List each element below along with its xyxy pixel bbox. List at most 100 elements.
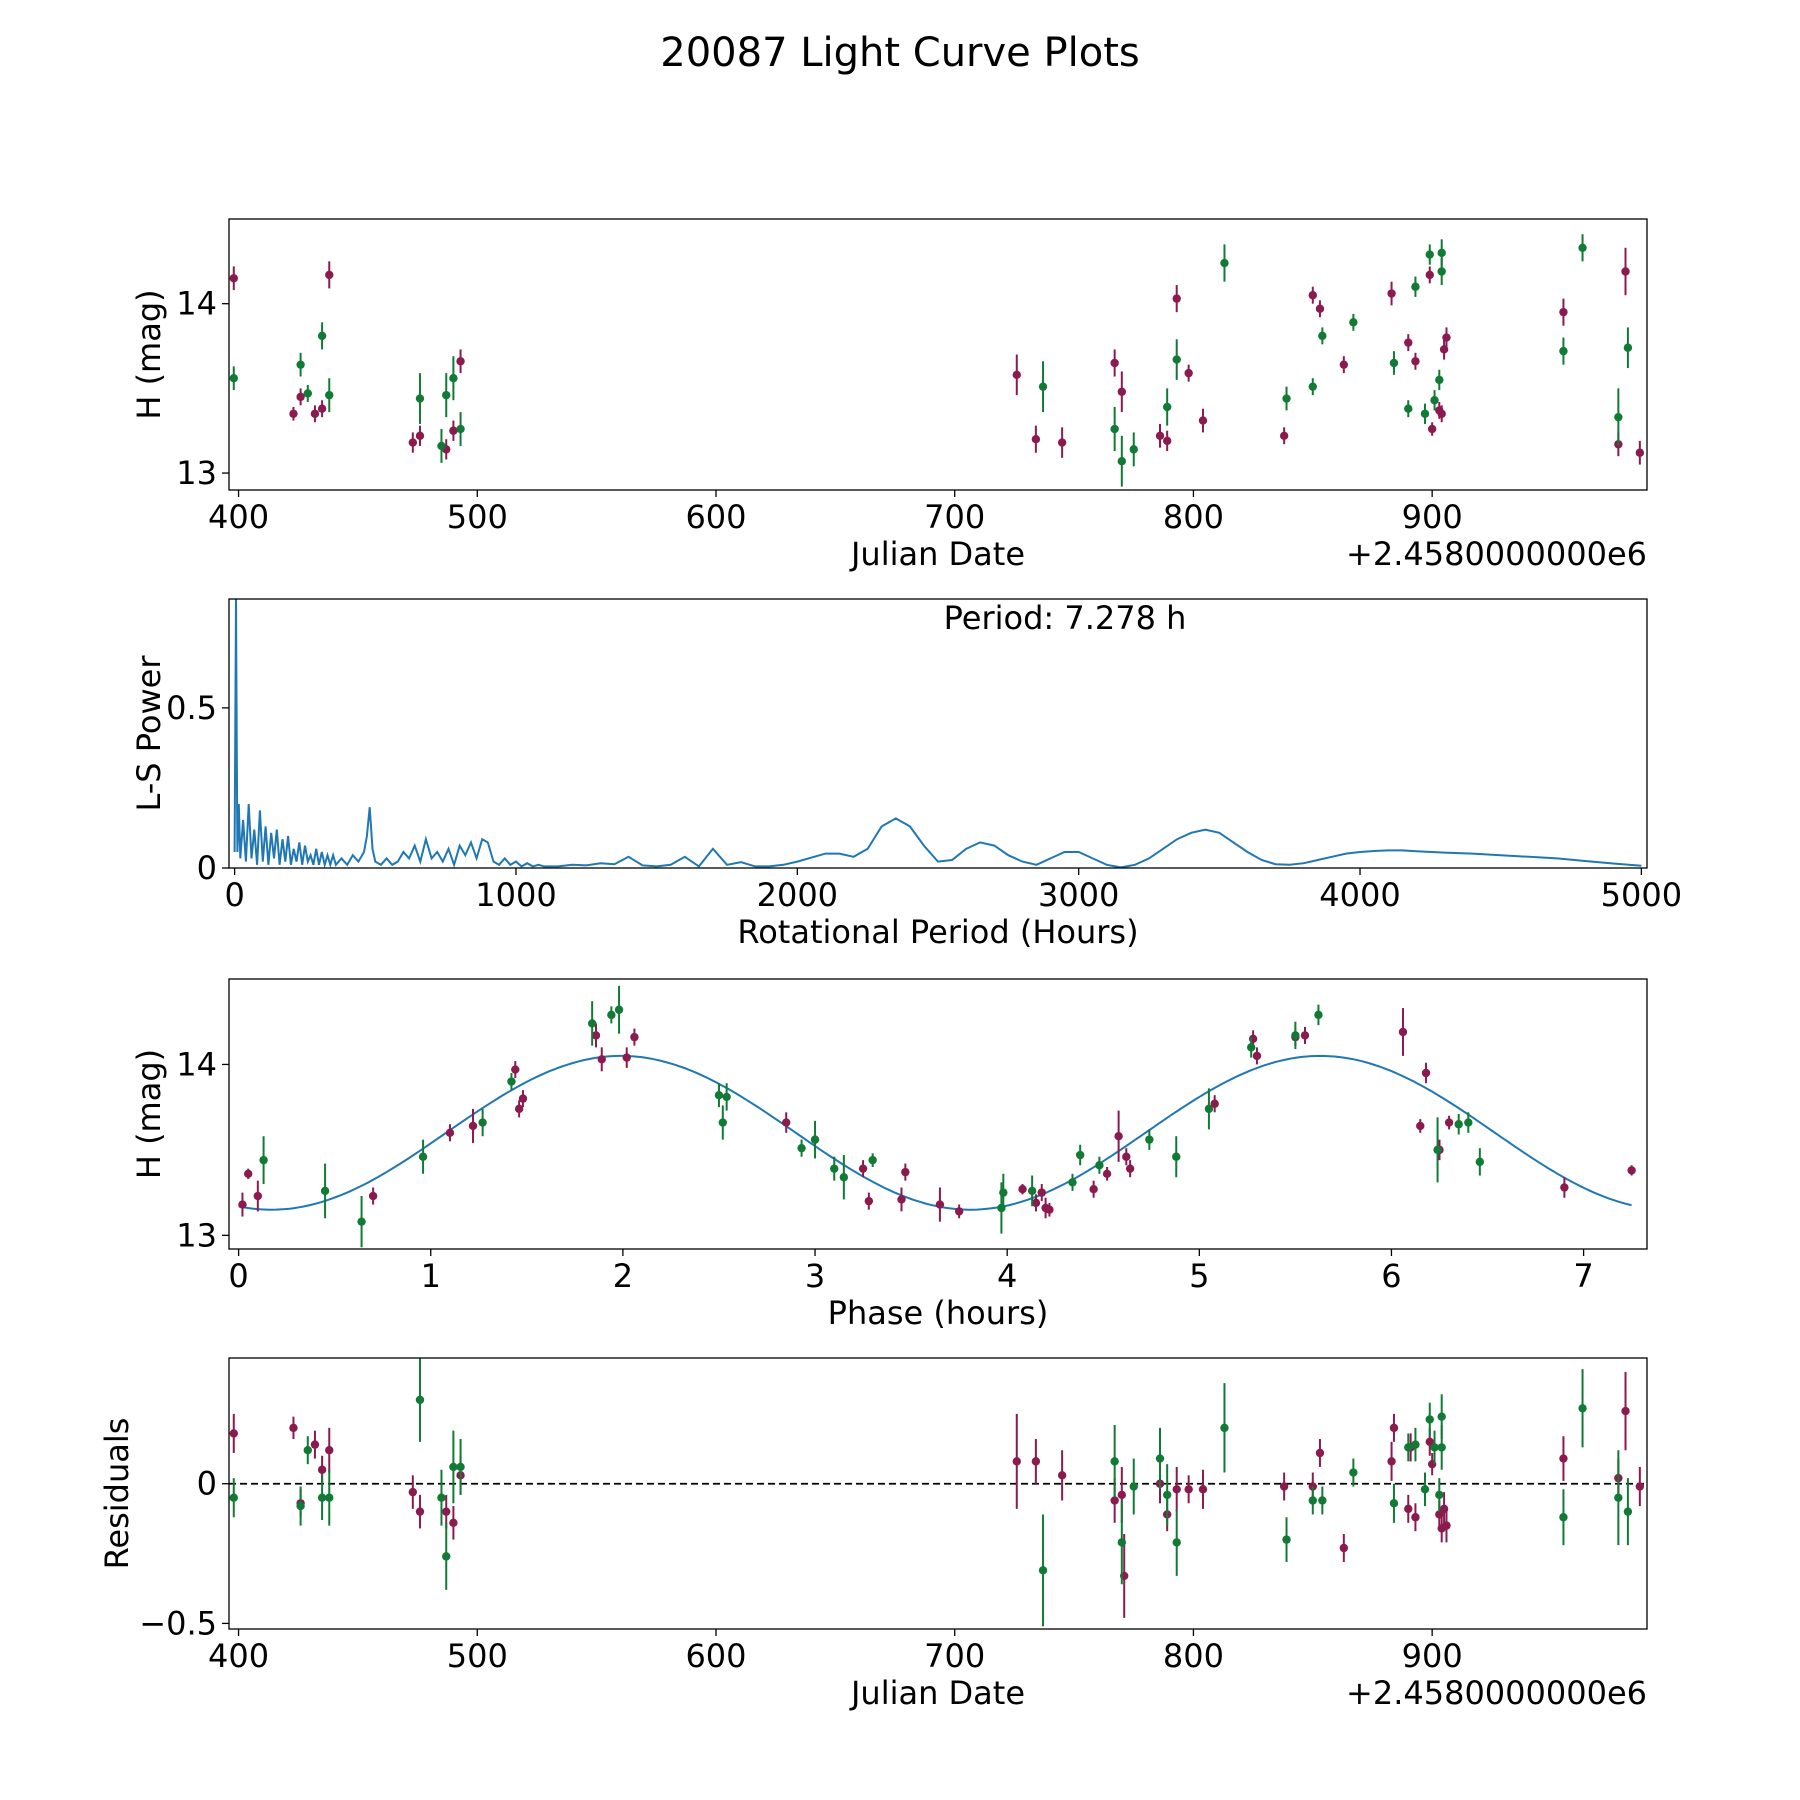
data-point [437,1493,446,1502]
data-point [1162,436,1172,446]
axes-frame [228,978,1648,1250]
data-point [901,1167,910,1177]
data-point [1045,1205,1054,1214]
y-tick-label: −0.5 [139,1604,217,1642]
x-tick-label: 4 [997,1257,1017,1295]
data-point [1578,1404,1587,1413]
data-point [1204,1104,1214,1114]
data-point [1308,1496,1317,1505]
data-point [415,1395,425,1405]
y-axis-label: H (mag) [130,289,168,419]
data-point [357,1217,366,1226]
data-point [1031,434,1041,444]
x-tick-label: 3 [805,1257,825,1295]
data-point [1145,1135,1154,1144]
data-point [1117,387,1127,396]
data-point [1444,1118,1454,1127]
data-point [418,1152,428,1161]
data-point [1110,1457,1119,1466]
data-point [1349,318,1358,327]
data-point [999,1188,1008,1197]
data-point [1210,1099,1219,1108]
data-point [1117,1490,1127,1500]
x-tick-label: 800 [1163,498,1224,536]
plot-area-raw [229,234,1645,487]
y-axis-label: L-S Power [130,655,168,812]
data-point [1404,1443,1413,1452]
data-point [1559,346,1568,356]
data-point [858,1164,868,1173]
data-point [1184,368,1193,378]
data-point [317,331,327,341]
data-point [1172,294,1181,303]
data-point [1038,1566,1048,1575]
data-point [449,1462,458,1472]
data-point [310,1440,320,1449]
data-point [1172,355,1181,364]
data-point [259,1155,268,1165]
data-point [591,1031,601,1040]
panel-residuals: 400 500 600 700 800 900 −0.5 0 Julian Date Residu… [98,1357,1648,1712]
data-point [1437,1443,1446,1452]
data-point [1282,1535,1291,1544]
data-point [442,1552,451,1561]
data-point [1162,402,1172,412]
data-point [303,1445,312,1455]
data-point [1031,1457,1041,1466]
data-point [1122,1152,1131,1161]
data-point [714,1091,724,1100]
data-point [1454,1120,1463,1129]
x-tick-label: 3000 [1038,876,1119,914]
data-point [1398,1027,1408,1037]
data-point [1314,1010,1323,1020]
data-point [507,1077,516,1086]
data-point [1339,1543,1349,1553]
data-point [320,1186,330,1196]
data-point [437,441,446,451]
data-point [1560,1183,1569,1192]
data-point [1172,1152,1181,1161]
data-point [1437,409,1446,418]
data-point [1437,248,1446,258]
data-point [1389,1423,1399,1433]
data-point [797,1143,806,1153]
x-axis-label: Julian Date [849,1674,1025,1712]
data-point [1442,333,1451,342]
x-tick-label: 900 [1402,1637,1463,1675]
x-tick-label: 5 [1189,1257,1209,1295]
data-point [1464,1118,1473,1127]
data-point [1315,1448,1325,1458]
x-tick-label: 600 [685,1637,746,1675]
data-point [1559,1454,1568,1463]
data-point [1184,1485,1193,1494]
data-point [1420,409,1430,418]
x-tick-label: 2 [613,1257,633,1295]
data-point [449,374,458,383]
data-point [1246,1043,1256,1052]
data-point [1387,1457,1396,1466]
period-annotation: Period: 7.278 h [944,599,1187,637]
data-point [1559,1513,1568,1522]
data-point [1308,291,1317,300]
data-point [368,1191,378,1201]
data-point [1621,267,1630,276]
x-tick-label: 2000 [757,876,838,914]
data-point [1315,304,1325,313]
data-point [1068,1178,1077,1187]
data-point [1038,382,1048,391]
data-point [325,1445,334,1455]
x-offset-label: +2.4580000000e6 [1346,1674,1647,1712]
data-point [296,360,305,369]
data-point [442,1507,451,1516]
data-point [415,431,425,440]
data-point [449,426,458,435]
data-point [1279,1482,1289,1491]
data-point [1404,404,1413,413]
data-point [1117,457,1127,466]
axes-frame [228,218,1648,491]
data-point [1635,1482,1645,1491]
figure-title: 20087 Light Curve Plots [660,30,1139,76]
data-point [1411,1513,1420,1522]
data-point [1621,1406,1630,1416]
